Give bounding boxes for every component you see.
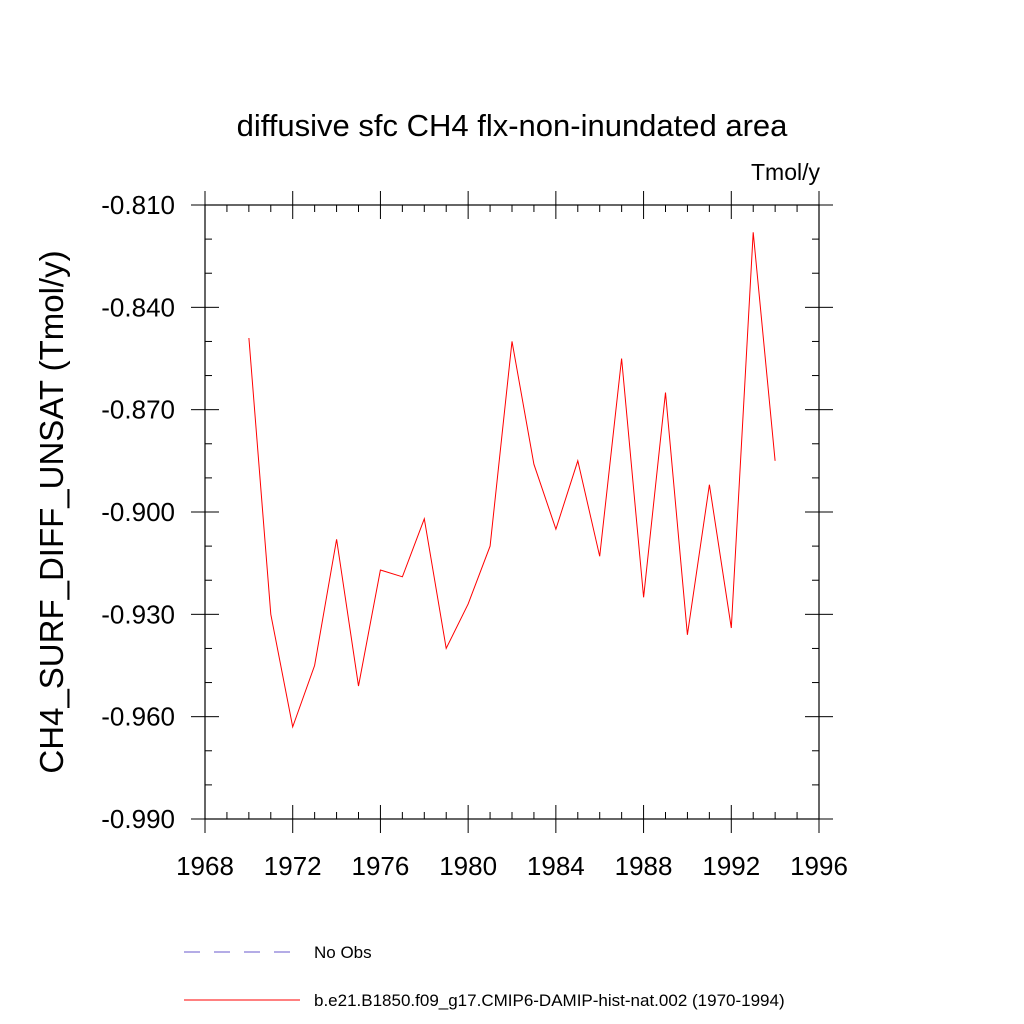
data-point <box>554 528 557 531</box>
data-point <box>664 391 667 394</box>
data-point <box>511 340 514 343</box>
y-axis-label: CH4_SURF_DIFF_UNSAT (Tmol/y) <box>33 250 70 773</box>
data-point <box>269 613 272 616</box>
data-point <box>357 685 360 688</box>
plot-frame <box>204 204 820 820</box>
data-point <box>686 633 689 636</box>
data-point <box>752 231 755 234</box>
x-tick-label: 1984 <box>527 851 585 881</box>
plot-axes: 1968 1972 1976 1980 1984 1988 1992 1996 -0.810 -0… <box>101 190 848 881</box>
data-point <box>598 555 601 558</box>
x-tick-label: 1992 <box>702 851 760 881</box>
y-tick-label: -0.900 <box>101 497 175 527</box>
legend: No Obs b.e21.B1850.f09_g17.CMIP6-DAMIP-hi… <box>184 943 785 1010</box>
y-tick-label: -0.960 <box>101 702 175 732</box>
x-tick-label: 1968 <box>176 851 234 881</box>
data-point <box>774 459 777 462</box>
legend-label-1: b.e21.B1850.f09_g17.CMIP6-DAMIP-hist-nat… <box>314 991 785 1010</box>
x-tick-label: 1996 <box>790 851 848 881</box>
data-point <box>401 575 404 578</box>
data-point <box>291 725 294 728</box>
series-line <box>248 232 776 729</box>
x-tick-label: 1988 <box>615 851 673 881</box>
data-point <box>489 545 492 548</box>
data-point <box>576 459 579 462</box>
data-point <box>335 538 338 541</box>
data-point <box>467 603 470 606</box>
data-point <box>423 517 426 520</box>
y-tick-label: -0.930 <box>101 599 175 629</box>
series-layer <box>247 231 777 729</box>
data-point <box>445 647 448 650</box>
legend-label-0: No Obs <box>314 943 372 962</box>
y-tick-label: -0.840 <box>101 292 175 322</box>
data-point <box>379 569 382 572</box>
data-point <box>730 627 733 630</box>
data-point <box>708 483 711 486</box>
y-tick-label: -0.810 <box>101 190 175 220</box>
x-tick-label: 1980 <box>439 851 497 881</box>
data-point <box>642 596 645 599</box>
data-point <box>620 357 623 360</box>
y-tick-label: -0.870 <box>101 395 175 425</box>
y-tick-label: -0.990 <box>101 804 175 834</box>
x-tick-label: 1976 <box>352 851 410 881</box>
data-point <box>313 664 316 667</box>
data-point <box>532 463 535 466</box>
units-label: Tmol/y <box>751 159 821 185</box>
chart-title: diffusive sfc CH4 flx-non-inundated area <box>237 108 789 143</box>
x-tick-label: 1972 <box>264 851 322 881</box>
data-point <box>247 337 250 340</box>
